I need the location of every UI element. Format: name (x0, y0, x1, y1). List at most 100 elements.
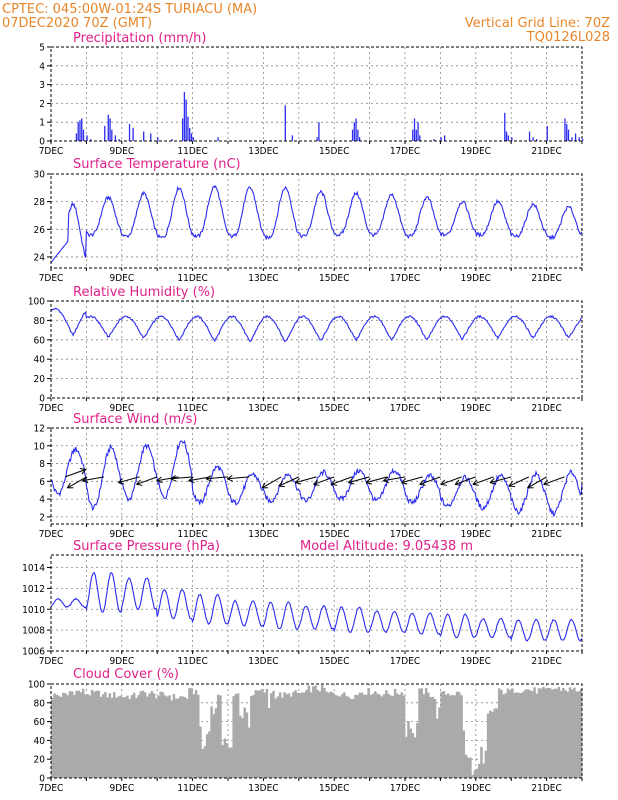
cloud-bar (281, 697, 284, 778)
cloud-bar (135, 698, 138, 778)
cloud-bar (86, 693, 89, 778)
cloud-ytick-label: 100 (28, 680, 45, 691)
cloud-bar (489, 710, 492, 778)
rh-xtick-label: 21DEC (531, 403, 561, 414)
wind-arrow-head (205, 475, 212, 480)
cloud-bar (542, 686, 545, 778)
cloud-xtick-label: 7DEC (39, 783, 64, 794)
cloud-bar (500, 689, 503, 778)
precip-bar (109, 118, 111, 141)
cloud-bar (137, 695, 140, 778)
cloud-bar (396, 693, 399, 778)
temp-xtick-label: 13DEC (248, 273, 278, 284)
cloud-bar (181, 696, 185, 778)
cloud-bar (515, 692, 519, 778)
wind-arrow-shaft (227, 476, 250, 480)
wind-arrow-head (156, 476, 162, 482)
cloud-bar (316, 690, 320, 778)
cloud-bar (451, 695, 454, 778)
precip-xtick-label: 13DEC (248, 146, 278, 157)
cloud-bar (239, 715, 242, 778)
cloud-bar (161, 692, 165, 778)
cloud-bar (453, 695, 457, 778)
precip-ytick-label: 4 (39, 61, 45, 72)
precip-bar (566, 124, 568, 141)
wind-arrow (188, 476, 211, 484)
rh-xtick-label: 7DEC (39, 403, 64, 414)
cloud-bar (289, 696, 293, 778)
precip-bar (104, 125, 106, 141)
cloud-bar (473, 770, 477, 778)
precip-bar (351, 129, 354, 141)
cloud-bar (460, 695, 463, 778)
cloud-bar (258, 690, 262, 778)
cloud-bar (305, 689, 308, 778)
cloud-bar (179, 696, 182, 778)
cloud-bar (177, 698, 180, 778)
cloud-bar (225, 743, 229, 778)
cloud-bar (562, 688, 565, 778)
wind-arrow-head (170, 475, 176, 480)
rh-xtick-label: 9DEC (109, 403, 134, 414)
cloud-bar (66, 695, 69, 778)
cloud-bar (194, 690, 198, 778)
precip-bar (413, 118, 416, 141)
cloud-bar (190, 688, 193, 778)
precip-bar (504, 112, 506, 141)
wind-arrow-head (82, 476, 88, 482)
wind-arrow-shaft (313, 476, 335, 485)
wind-arrow-shaft (170, 476, 193, 480)
cloud-bar (57, 695, 61, 778)
cloud-bar (278, 692, 282, 778)
cloud-bar (398, 694, 401, 778)
cloud-bar (447, 693, 450, 778)
pressure-ytick-label: 1010 (22, 605, 45, 616)
precip-bar (574, 133, 577, 141)
cloud-bar (568, 687, 572, 778)
pressure-xtick-label: 7DEC (39, 656, 64, 667)
cloud-bar (371, 693, 375, 778)
precip-bar (440, 137, 442, 141)
cloud-bar (84, 694, 87, 778)
precip-bar (511, 137, 513, 141)
precip-bar (185, 99, 187, 141)
cloud-bar (314, 685, 317, 778)
cloud-bar (75, 690, 78, 778)
cloud-bar (232, 696, 235, 778)
pressure-xtick-label: 17DEC (390, 656, 420, 667)
precip-bar (77, 122, 79, 141)
cloud-bar (216, 694, 220, 778)
cloud-bar (575, 691, 578, 778)
wind-arrow (261, 476, 282, 489)
cloud-bar (197, 694, 200, 778)
cloud-bar (97, 690, 100, 778)
cloud-bar (265, 688, 269, 778)
wind-arrow-shaft (136, 476, 158, 485)
cloud-bar (551, 689, 554, 778)
cloud-bar (409, 728, 412, 778)
cloud-ytick-label: 60 (34, 717, 46, 728)
precip-bar (181, 118, 184, 141)
cloud-bar (88, 695, 92, 778)
cloud-bar (245, 712, 249, 778)
cloud-bar (301, 692, 304, 778)
cloud-bar (121, 697, 125, 778)
header-run-date: 07DEC2020 70Z (GMT) (2, 16, 152, 31)
cloud-title: Cloud Cover (%) (73, 667, 179, 682)
cloud-bar (294, 690, 297, 778)
cloud-bar (254, 690, 258, 778)
wind-frame (50, 427, 583, 525)
wind-arrow-shaft (295, 476, 317, 484)
cloud-bar (219, 695, 222, 778)
cloud-bar (482, 763, 485, 778)
cloud-bar (579, 688, 583, 778)
cloud-bar (256, 690, 260, 778)
rh-ytick-label: 40 (34, 355, 46, 366)
wind-arrow (136, 476, 158, 486)
pressure-xtick-label: 21DEC (531, 656, 561, 667)
precip-bar (79, 120, 81, 141)
cloud-bar (577, 691, 581, 778)
cloud-bar (53, 693, 56, 778)
wind-arrow (489, 476, 512, 485)
wind-arrow-head (348, 478, 354, 483)
